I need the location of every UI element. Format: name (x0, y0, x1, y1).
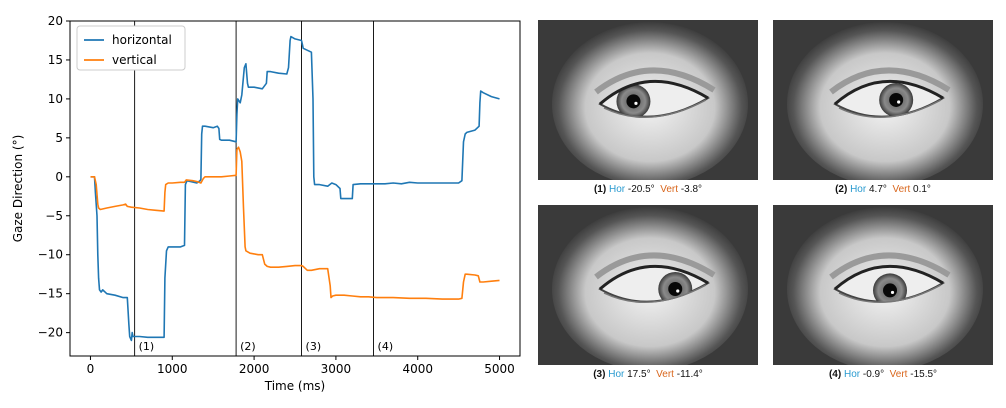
x-tick-label: 5000 (484, 362, 515, 376)
y-tick-label: 0 (55, 170, 63, 184)
x-tick-label: 4000 (402, 362, 433, 376)
x-tick-label: 2000 (239, 362, 270, 376)
caption-hor-value: 4.7° (868, 184, 887, 195)
marker-label: (3) (306, 340, 322, 353)
x-tick-label: 3000 (321, 362, 352, 376)
caption-vert-label: Vert (660, 184, 679, 195)
legend-label-horizontal: horizontal (112, 33, 172, 47)
eye-caption-2: (2) Hor 4.7° Vert 0.1° (773, 184, 993, 195)
eye-image-2 (773, 20, 993, 180)
marker-label: (1) (139, 340, 155, 353)
series-line-horizontal (90, 35, 500, 342)
y-tick-label: 5 (55, 131, 63, 145)
eye-caption-3: (3) Hor 17.5° Vert -11.4° (538, 369, 758, 380)
y-tick-label: −5 (45, 209, 63, 223)
y-tick-label: −15 (38, 287, 63, 301)
eye-image-4 (773, 205, 993, 365)
y-tick-label: 10 (48, 92, 63, 106)
y-tick-label: −10 (38, 248, 63, 262)
caption-vert-value: -15.5° (910, 369, 938, 380)
caption-hor-label: Hor (608, 369, 625, 380)
series-line-vertical (90, 146, 500, 300)
x-axis-label: Time (ms) (264, 379, 326, 393)
y-tick-label: −20 (38, 326, 63, 340)
caption-hor-value: -20.5° (627, 184, 655, 195)
caption-vert-value: -11.4° (676, 369, 703, 380)
plot-frame (69, 20, 521, 357)
caption-number: (3) (593, 369, 606, 380)
y-tick-label: 15 (48, 53, 63, 67)
eye-image-3 (538, 205, 758, 365)
caption-number: (2) (835, 184, 848, 195)
caption-hor-label: Hor (843, 369, 861, 380)
y-axis-label: Gaze Direction (°) (11, 135, 25, 243)
gaze-chart: 0 1000 2000 3000 4000 5000 −20 −15 −10 −5 0 5 10 15 20… (11, 14, 521, 393)
caption-hor-label: Hor (608, 184, 626, 195)
eye-caption-4: (4) Hor -0.9° Vert -15.5° (773, 369, 993, 380)
eye-caption-1: (1) Hor -20.5° Vert -3.8° (538, 184, 758, 195)
caption-number: (1) (593, 184, 607, 195)
x-tick-label: 0 (87, 362, 95, 376)
caption-vert-value: -3.8° (680, 184, 703, 195)
legend-box (76, 25, 186, 71)
caption-hor-value: 17.5° (627, 369, 651, 380)
legend-label-vertical: vertical (112, 53, 157, 67)
marker-label: (2) (240, 340, 256, 353)
y-tick-label: 20 (48, 14, 63, 28)
x-tick-label: 1000 (157, 362, 188, 376)
caption-vert-value: 0.1° (913, 184, 931, 195)
marker-label: (4) (378, 340, 394, 353)
caption-hor-label: Hor (850, 184, 867, 195)
eye-image-1 (538, 20, 758, 180)
caption-vert-label: Vert (656, 369, 674, 380)
caption-number: (4) (828, 369, 842, 380)
caption-vert-label: Vert (889, 369, 908, 380)
caption-vert-label: Vert (892, 184, 911, 195)
caption-hor-value: -0.9° (862, 369, 885, 380)
